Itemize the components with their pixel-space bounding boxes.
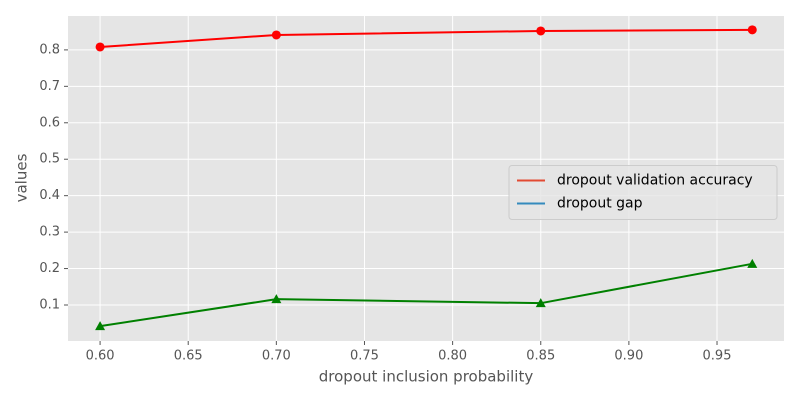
marker	[271, 294, 282, 304]
legend-box	[508, 165, 778, 220]
y-axis-label: values	[13, 153, 31, 202]
y-tick-label: 0.1	[39, 297, 60, 312]
legend-label: dropout validation accuracy	[557, 173, 753, 189]
x-tick-label: 0.80	[438, 349, 467, 364]
series-line	[99, 262, 753, 328]
x-tick-label: 0.95	[703, 349, 732, 364]
x-tick-label: 0.85	[526, 349, 555, 364]
legend-label: dropout gap	[557, 196, 643, 212]
x-tick-label: 0.70	[262, 349, 291, 364]
x-tick-label: 0.60	[86, 349, 115, 364]
y-tick-label: 0.5	[39, 152, 60, 167]
marker	[271, 30, 281, 40]
y-tick-label: 0.7	[39, 79, 60, 94]
y-tick-label: 0.4	[39, 188, 60, 203]
legend: dropout validation accuracy dropout gap	[508, 165, 778, 220]
series-line	[100, 28, 753, 48]
x-tick-label: 0.90	[614, 349, 643, 364]
marker	[536, 26, 546, 36]
y-tick-label: 0.3	[39, 225, 60, 240]
x-axis-label: dropout inclusion probability	[319, 368, 534, 386]
marker	[535, 298, 546, 308]
x-tick-label: 0.65	[174, 349, 203, 364]
marker	[747, 25, 757, 35]
y-tick-label: 0.6	[39, 115, 60, 130]
y-tick-label: 0.2	[39, 261, 60, 276]
marker	[95, 42, 105, 52]
marker	[95, 321, 106, 331]
y-tick-label: 0.8	[39, 42, 60, 57]
x-tick-label: 0.75	[350, 349, 379, 364]
marker	[747, 258, 758, 268]
